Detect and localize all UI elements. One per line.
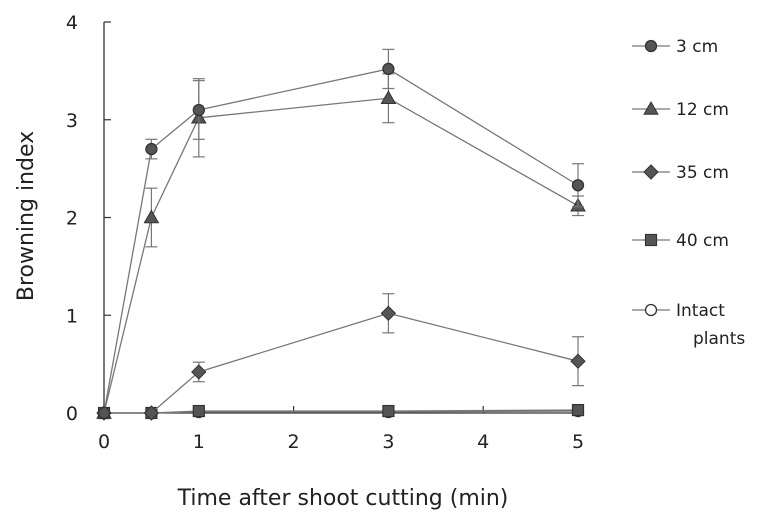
y-tick-label: 2	[66, 208, 78, 230]
legend: 3 cm 12 cm 35 cm 40 cm Intact plants	[632, 37, 745, 349]
data-point	[382, 404, 395, 418]
data-point	[380, 305, 397, 322]
x-tick-label: 1	[193, 431, 205, 453]
data-point	[97, 406, 111, 420]
x-tick-label: 2	[288, 431, 300, 453]
data-point	[571, 403, 585, 417]
data-point	[143, 405, 160, 421]
legend-item: 35 cm	[632, 163, 729, 183]
series-line	[103, 68, 579, 414]
legend-item: 12 cm	[632, 100, 729, 120]
legend-item: 3 cm	[632, 37, 718, 57]
series-line	[103, 97, 579, 414]
plot-area	[96, 48, 586, 421]
y-tick-label: 3	[66, 110, 78, 132]
data-point	[143, 209, 160, 224]
data-point	[382, 62, 395, 76]
legend-label: 3 cm	[676, 37, 718, 57]
legend-item: Intact plants	[632, 301, 745, 349]
x-axis-label: Time after shoot cutting (min)	[177, 486, 509, 511]
legend-marker	[643, 164, 659, 180]
series-3-cm	[97, 48, 585, 420]
legend-marker	[644, 303, 658, 317]
x-tick-label: 3	[382, 431, 394, 453]
data-point	[571, 179, 585, 192]
x-tick-label: 5	[572, 431, 584, 453]
data-point	[192, 404, 205, 418]
series-35-cm	[96, 293, 586, 421]
x-tick-label: 4	[477, 431, 489, 453]
series-12-cm	[96, 73, 586, 419]
x-tick-label: 0	[98, 431, 110, 453]
legend-item: 40 cm	[632, 231, 729, 251]
legend-marker	[644, 233, 658, 247]
y-tick-label: 4	[66, 12, 78, 34]
y-tick-label: 0	[66, 403, 78, 425]
series-line	[104, 312, 579, 414]
legend-marker	[643, 100, 659, 115]
data-point	[191, 364, 207, 380]
data-point	[192, 103, 205, 117]
data-point	[570, 353, 586, 369]
y-axis-label: Browning index	[14, 131, 39, 301]
axes: 0 1 2 3 4 0 1 2 3 4 5	[66, 12, 584, 453]
data-point	[145, 142, 158, 156]
legend-label: 12 cm	[676, 100, 729, 120]
legend-label: 40 cm	[676, 231, 729, 251]
legend-label: Intact plants	[676, 301, 745, 349]
data-point	[380, 90, 397, 104]
legend-marker	[644, 39, 658, 53]
y-tick-label: 1	[66, 305, 78, 327]
legend-label: 35 cm	[676, 163, 729, 183]
